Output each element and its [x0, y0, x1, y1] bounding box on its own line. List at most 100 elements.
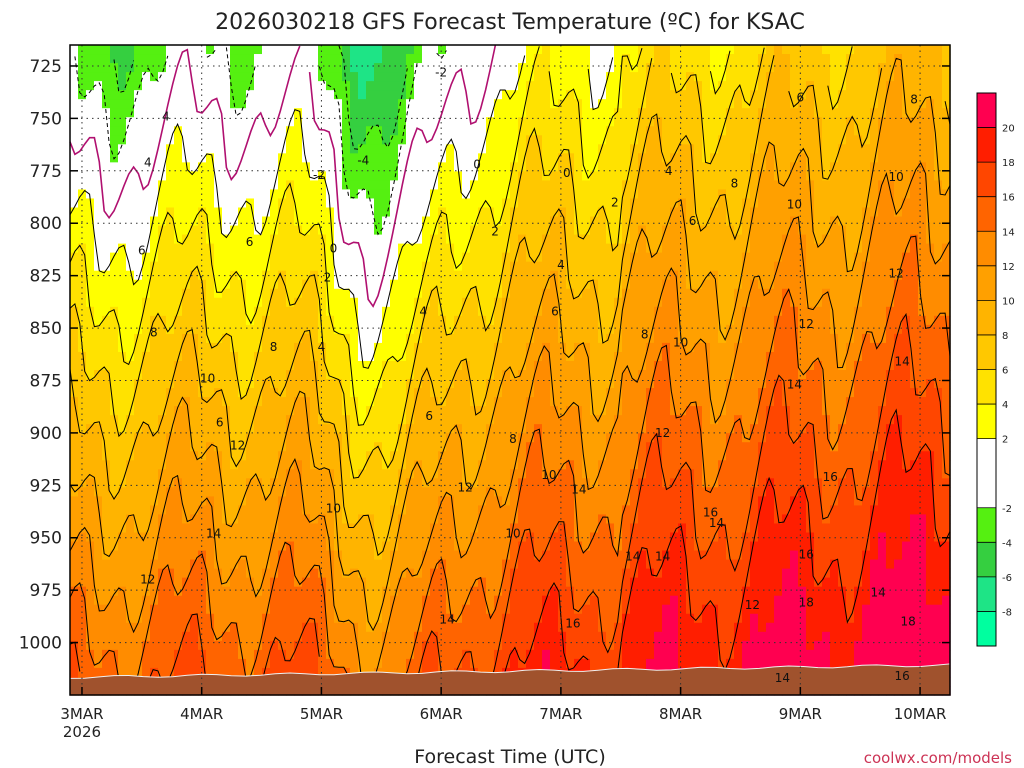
field-cell — [190, 586, 199, 597]
field-cell — [614, 45, 623, 55]
field-cell — [230, 541, 239, 552]
field-cell — [550, 622, 559, 633]
field-cell — [406, 171, 415, 182]
field-cell — [86, 514, 95, 525]
field-cell — [582, 297, 591, 308]
field-cell — [502, 424, 511, 434]
field-cell — [486, 424, 495, 434]
field-cell — [254, 523, 263, 534]
field-cell — [118, 270, 127, 281]
field-cell — [486, 72, 495, 82]
field-cell — [446, 631, 455, 642]
field-cell — [166, 225, 175, 236]
field-cell — [446, 333, 455, 344]
field-cell — [486, 487, 495, 497]
field-cell — [486, 81, 495, 91]
field-cell — [550, 45, 559, 55]
field-cell — [358, 397, 367, 407]
field-cell — [118, 288, 127, 299]
field-cell — [206, 342, 215, 353]
field-cell — [390, 144, 399, 154]
field-cell — [406, 523, 415, 534]
field-cell — [470, 45, 479, 55]
field-cell — [526, 433, 535, 443]
field-cell — [526, 189, 535, 200]
field-cell — [86, 342, 95, 353]
field-cell — [94, 667, 103, 678]
field-cell — [150, 45, 159, 55]
field-cell — [462, 460, 471, 470]
field-cell — [182, 442, 191, 452]
field-cell — [486, 370, 495, 380]
field-cell — [510, 270, 519, 281]
field-cell — [350, 108, 359, 118]
field-cell — [110, 424, 119, 434]
field-cell — [230, 424, 239, 434]
field-cell — [382, 541, 391, 552]
field-cell — [246, 658, 255, 669]
field-cell — [126, 640, 135, 651]
field-cell — [78, 297, 87, 308]
field-cell — [174, 487, 183, 497]
field-cell — [222, 667, 231, 678]
field-cell — [238, 81, 247, 91]
field-cell — [494, 279, 503, 290]
field-cell — [366, 126, 375, 136]
field-cell — [78, 99, 87, 109]
field-cell — [310, 415, 319, 425]
field-cell — [182, 297, 191, 308]
field-cell — [462, 360, 471, 371]
field-cell — [374, 315, 383, 326]
field-cell — [230, 315, 239, 326]
field-cell — [142, 658, 151, 669]
field-cell — [534, 360, 543, 371]
field-cell — [590, 505, 599, 516]
field-cell — [574, 81, 583, 91]
field-cell — [150, 388, 159, 398]
field-cell — [126, 351, 135, 362]
field-cell — [446, 45, 455, 55]
field-cell — [478, 81, 487, 91]
field-cell — [110, 171, 119, 182]
field-cell — [182, 90, 191, 100]
field-cell — [382, 216, 391, 227]
field-cell — [334, 180, 343, 191]
field-cell — [166, 370, 175, 380]
field-cell — [118, 243, 127, 254]
field-cell — [406, 433, 415, 443]
field-cell — [286, 351, 295, 362]
field-cell — [286, 63, 295, 73]
field-cell — [318, 270, 327, 281]
field-cell — [94, 117, 103, 127]
field-cell — [478, 586, 487, 597]
field-cell — [78, 333, 87, 344]
field-cell — [414, 568, 423, 579]
field-cell — [398, 333, 407, 344]
field-cell — [134, 415, 143, 425]
field-cell — [590, 234, 599, 245]
field-cell — [70, 225, 79, 236]
field-cell — [494, 631, 503, 642]
field-cell — [230, 577, 239, 588]
field-cell — [390, 487, 399, 497]
field-cell — [446, 72, 455, 82]
field-cell — [166, 288, 175, 299]
field-cell — [550, 487, 559, 497]
field-cell — [606, 225, 615, 236]
field-cell — [350, 586, 359, 597]
field-cell — [462, 433, 471, 443]
field-cell — [182, 406, 191, 416]
field-cell — [118, 207, 127, 218]
field-cell — [318, 252, 327, 263]
field-cell — [118, 234, 127, 245]
field-cell — [494, 442, 503, 452]
field-cell — [374, 72, 383, 82]
field-cell — [614, 496, 623, 507]
field-cell — [110, 99, 119, 109]
field-cell — [190, 333, 199, 344]
field-cell — [462, 135, 471, 145]
field-cell — [478, 523, 487, 534]
field-cell — [398, 595, 407, 606]
field-cell — [382, 370, 391, 380]
field-cell — [494, 379, 503, 389]
